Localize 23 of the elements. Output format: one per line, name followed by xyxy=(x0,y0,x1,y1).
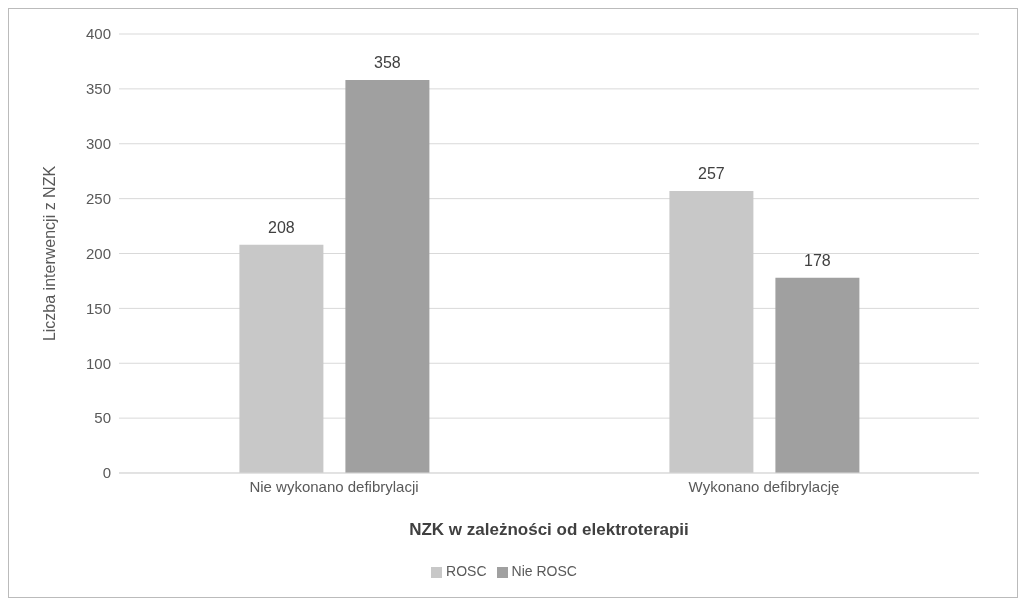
y-tick-label: 300 xyxy=(85,135,111,153)
y-tick-label: 50 xyxy=(94,409,111,427)
bar xyxy=(239,244,324,473)
data-label: 178 xyxy=(804,251,831,269)
x-tick-label: Nie wykonano defibrylacji xyxy=(249,477,419,495)
y-tick-label: 400 xyxy=(85,25,111,43)
data-label: 358 xyxy=(374,54,401,72)
y-tick-label: 200 xyxy=(85,244,111,262)
data-label: 257 xyxy=(698,164,725,182)
y-axis-title: Liczba interwencji z NZK xyxy=(40,165,58,342)
bar xyxy=(345,80,430,473)
legend-label: Nie ROSC xyxy=(511,563,577,579)
y-tick-label: 100 xyxy=(85,354,111,372)
data-label: 208 xyxy=(268,218,295,236)
y-tick-label: 150 xyxy=(85,299,111,317)
x-axis-title: NZK w zależności od elektroterapii xyxy=(409,520,689,539)
y-tick-label: 0 xyxy=(102,464,111,482)
y-tick-label: 250 xyxy=(85,189,111,207)
y-tick-label: 350 xyxy=(85,80,111,98)
x-tick-label: Wykonano defibrylację xyxy=(688,477,840,495)
bar xyxy=(669,190,754,473)
bar xyxy=(775,277,860,473)
legend-label: ROSC xyxy=(446,563,487,579)
